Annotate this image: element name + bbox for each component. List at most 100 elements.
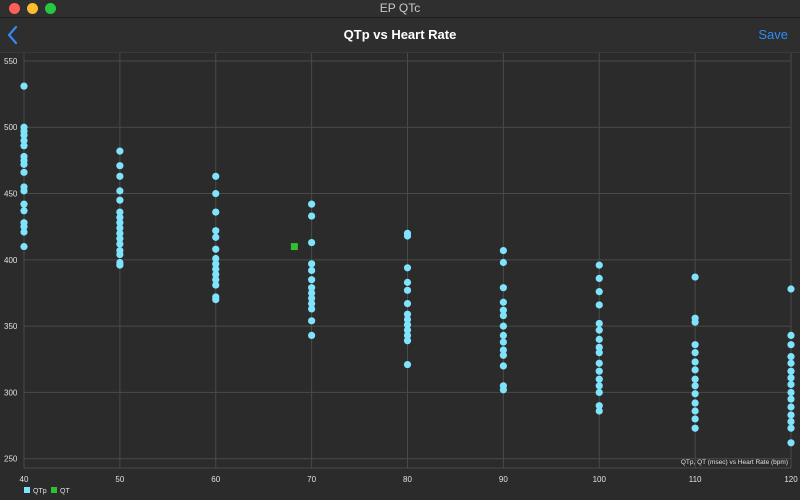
qtp-point [308,260,316,268]
qtp-point [595,382,603,390]
qtp-point [787,424,795,432]
qtp-point [20,168,28,176]
qtp-point [116,187,124,195]
qtp-point [308,266,316,275]
x-tick-label: 80 [403,475,412,484]
qtp-point [116,196,124,204]
qtp-point [787,331,795,340]
qtp-point [403,360,412,369]
x-tick-label: 50 [115,475,124,484]
qtp-point [212,254,220,263]
minimize-window-icon[interactable] [27,3,38,14]
qtp-point [308,212,316,220]
qtp-point [308,305,316,313]
qtp-point [787,403,795,411]
qtp-point [691,424,699,432]
close-window-icon[interactable] [9,3,20,14]
qtp-point [595,326,603,334]
qtp-point [116,240,124,248]
qtp-point [212,260,220,268]
qtp-point [212,296,220,304]
scatter-chart: 40 50 60 70 80 90 100 110 120 250 300 350 400 450 500 5… [4,53,798,495]
y-tick-label: 450 [4,190,18,199]
qtp-point [691,349,699,357]
x-tick-label: 70 [307,475,316,484]
y-tick-label: 350 [4,322,18,331]
legend-swatch [51,487,57,493]
qtp-point [787,417,795,426]
qtp-point [212,245,220,253]
x-tick-label: 110 [689,475,702,484]
qtp-point [787,359,795,367]
qtp-point [308,239,316,247]
qtp-point [212,233,220,241]
qtp-point [212,172,220,180]
qtp-point [595,349,603,357]
qtp-point [787,388,795,397]
chevron-left-icon [7,25,18,45]
qtp-point [20,160,28,168]
qtp-point [308,294,316,302]
x-tick-label: 90 [499,475,508,484]
legend-label: QT [60,488,70,495]
qtp-point [787,285,795,293]
qtp-point [20,223,28,231]
qtp-point [787,353,795,361]
chart-description-label: QTp, QT (msec) vs Heart Rate (bpm) [681,459,788,466]
back-button[interactable] [4,23,26,47]
x-tick-label: 60 [211,475,220,484]
qtp-point [116,172,124,180]
qtp-point [787,395,795,403]
qtp-point [595,375,603,383]
qtp-point [499,298,507,306]
qtp-point [691,375,699,383]
qtp-point [691,415,699,423]
qtp-point [308,284,316,292]
qtp-point [116,224,124,232]
qtp-point [116,261,124,269]
qtp-point [403,232,412,240]
qtp-point [595,335,603,343]
qtp-point [499,331,507,340]
qtp-point [499,322,507,330]
qtp-point [595,301,603,309]
qtp-point [308,289,316,297]
qtp-point [308,276,316,284]
qtp-point [116,147,124,155]
x-tick-label: 40 [20,475,29,484]
qtp-point [595,343,603,351]
qtp-point [691,318,699,326]
qtp-point [20,228,28,236]
qtp-point [595,388,603,397]
qtp-point [116,208,124,216]
navigation-bar: QTp vs Heart Rate Save [0,18,800,53]
qtp-point [787,439,795,447]
qt-point [290,243,298,251]
zoom-window-icon[interactable] [45,3,56,14]
save-button[interactable]: Save [758,27,788,42]
x-tick-label: 100 [593,475,607,484]
y-tick-label: 550 [4,57,18,66]
qtp-point [595,288,603,296]
qtp-point [308,317,316,325]
qtp-point [787,367,795,375]
qtp-point [499,306,507,314]
qtp-point [595,261,603,269]
qtp-point [212,265,220,273]
qtp-point [212,281,220,289]
qtp-point [691,390,699,398]
qtp-point [403,264,412,272]
qtp-point [499,386,507,394]
y-tick-label: 400 [4,256,18,265]
qtp-point [787,374,795,382]
qtp-point [691,358,699,366]
qtp-point [212,208,220,216]
qtp-point [20,242,28,251]
qtp-point [691,399,699,407]
page-title: QTp vs Heart Rate [343,27,457,42]
qtp-point [116,162,124,170]
qtp-point [595,319,603,328]
qtp-point [116,213,124,222]
qtp-point [212,276,220,284]
window-title: EP QTc [379,1,421,15]
